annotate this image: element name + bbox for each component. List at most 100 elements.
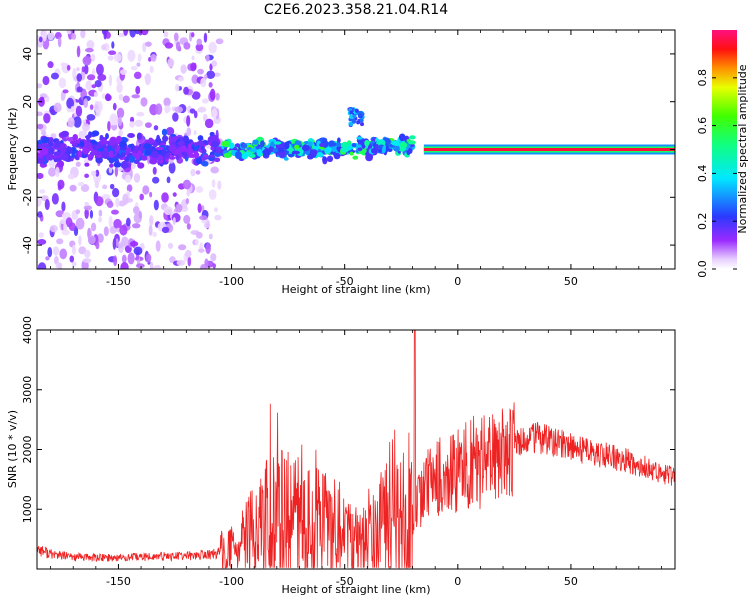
heat-cell <box>108 150 114 158</box>
heat-cell <box>349 151 354 156</box>
heat-cell <box>176 141 186 147</box>
heat-cell <box>213 72 221 77</box>
heat-cell <box>95 169 100 177</box>
heat-cell <box>106 200 114 208</box>
heat-cell <box>291 150 301 155</box>
heat-cell <box>213 116 221 124</box>
heat-cell <box>123 30 129 36</box>
heat-cell <box>208 189 217 200</box>
heat-cell <box>118 129 123 137</box>
heat-cell <box>203 154 208 158</box>
heat-cell <box>187 256 192 267</box>
heat-cell <box>126 184 133 193</box>
heat-cell <box>103 226 109 237</box>
heat-cell <box>76 73 83 82</box>
colorbar-tick-label-2: 0.4 <box>696 165 709 183</box>
heat-cell <box>273 141 282 145</box>
heat-cell <box>129 240 139 247</box>
snr-xtick-label-3: 0 <box>454 575 461 588</box>
heat-cell <box>378 149 382 153</box>
heat-cell <box>98 216 102 223</box>
heat-cell <box>364 139 370 147</box>
heat-cell <box>102 184 108 190</box>
heat-cell <box>407 140 416 145</box>
heat-cell <box>56 238 64 245</box>
heat-cell <box>100 150 108 156</box>
heat-cell <box>136 132 142 140</box>
heat-cell <box>206 70 216 80</box>
heat-cell <box>120 152 126 157</box>
heat-cell <box>143 143 152 149</box>
heat-cell <box>174 106 183 113</box>
heat-cell <box>51 193 59 205</box>
heat-cell <box>119 141 127 148</box>
heat-cell <box>153 264 161 269</box>
heat-cell <box>42 30 47 42</box>
heat-cell <box>60 130 70 137</box>
heat-cell <box>75 161 81 167</box>
heat-cell <box>135 263 145 269</box>
heat-cell <box>94 196 104 207</box>
heat-cell <box>71 261 77 267</box>
heat-cell <box>398 146 407 152</box>
snr-xtick-label-4: 50 <box>564 575 578 588</box>
heat-cell <box>94 179 100 189</box>
heat-cell <box>63 223 68 231</box>
heat-cell <box>185 249 192 258</box>
spectrogram-ticks: -150 -100 -50 0 50 -40 -20 0 20 40 <box>21 30 675 288</box>
heat-cell <box>234 143 241 148</box>
heat-cell <box>121 254 127 263</box>
colorbar-tick-label-4: 0.8 <box>696 69 709 87</box>
heat-cell <box>142 185 150 195</box>
heat-cell <box>57 179 65 190</box>
heat-cell <box>164 42 174 49</box>
heat-cell <box>120 161 129 169</box>
heat-cell <box>44 198 50 211</box>
heat-cell <box>57 36 62 48</box>
heat-cell <box>201 160 209 167</box>
heat-cell <box>129 116 135 123</box>
heat-cell <box>47 61 54 69</box>
heat-cell <box>370 148 378 154</box>
snr-x-label: Height of straight line (km) <box>281 583 430 596</box>
heat-cell <box>37 83 43 89</box>
heat-cell <box>360 122 365 127</box>
heat-cell <box>324 146 333 154</box>
heat-cell <box>351 143 357 148</box>
heat-cell <box>90 149 98 156</box>
heat-cell <box>152 176 160 184</box>
heat-cell <box>163 206 173 215</box>
heat-cell <box>349 110 354 115</box>
heat-cell <box>200 263 208 269</box>
heat-cell <box>47 246 53 258</box>
heat-cell <box>67 117 75 128</box>
heat-cell <box>53 102 62 113</box>
heat-cell <box>120 262 129 269</box>
heat-cell <box>145 41 152 47</box>
heat-cell <box>112 102 117 111</box>
heat-cell <box>186 189 191 197</box>
heat-cell <box>187 143 192 150</box>
heat-cell <box>211 179 216 188</box>
heat-cell <box>193 110 198 119</box>
heat-cell <box>133 246 143 256</box>
snr-ytick-label-1: 2000 <box>21 436 34 464</box>
heat-cell <box>153 125 159 131</box>
heat-cell <box>75 105 83 117</box>
heat-line-core <box>423 148 675 151</box>
spec-xtick-label-0: -150 <box>106 275 131 288</box>
heat-cell <box>155 146 164 151</box>
heat-cell <box>175 153 180 161</box>
heat-cell <box>108 50 117 56</box>
spectrogram-y-label: Frequency (Hz) <box>6 108 19 191</box>
heat-cell <box>99 134 104 141</box>
heat-cell <box>84 201 90 206</box>
heat-cell <box>140 97 148 107</box>
heat-cell <box>183 214 191 224</box>
spec-ytick-label-3: 20 <box>21 95 34 109</box>
heat-cell <box>81 66 85 73</box>
heat-cell <box>210 166 219 174</box>
heat-cell <box>352 119 357 124</box>
heat-cell <box>234 151 242 159</box>
spec-ytick-label-0: -40 <box>21 236 34 254</box>
